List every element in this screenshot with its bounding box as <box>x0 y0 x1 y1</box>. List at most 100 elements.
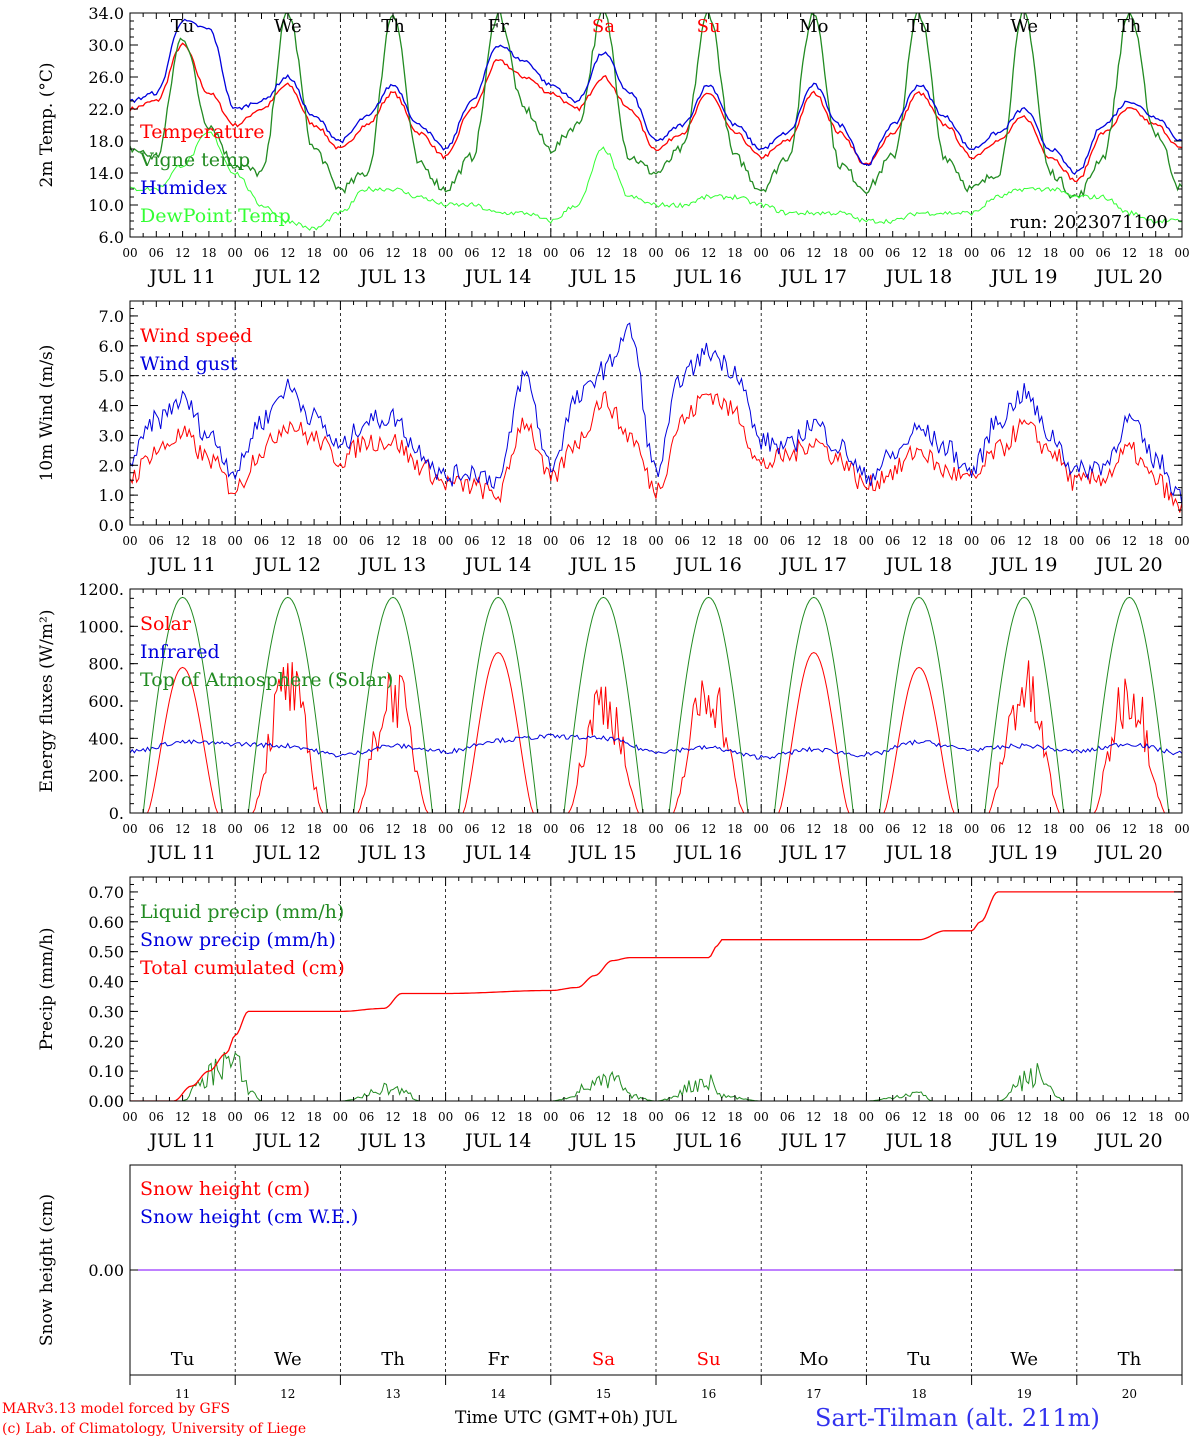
date-label: JUL 11 <box>147 554 215 576</box>
date-label: JUL 17 <box>779 554 847 576</box>
hour-tick-label: 06 <box>359 1110 374 1124</box>
hour-tick-label: 00 <box>859 534 874 548</box>
legend-entry: Infrared <box>140 641 220 663</box>
day-number-label: 20 <box>1122 1387 1137 1401</box>
hour-tick-label: 00 <box>1174 1110 1189 1124</box>
hour-tick-label: 12 <box>385 1110 400 1124</box>
hour-tick-label: 12 <box>280 1110 295 1124</box>
hour-tick-label: 18 <box>201 534 216 548</box>
hour-tick-label: 00 <box>228 534 243 548</box>
legend-entry: Solar <box>140 613 192 635</box>
hour-tick-label: 06 <box>780 246 795 260</box>
date-label: JUL 14 <box>463 554 531 576</box>
day-number-label: 19 <box>1017 1387 1032 1401</box>
y-tick-label: 7.0 <box>99 307 124 326</box>
hour-tick-label: 12 <box>175 1110 190 1124</box>
hour-tick-label: 00 <box>333 822 348 836</box>
date-label: JUL 18 <box>884 266 952 288</box>
hour-tick-label: 00 <box>964 822 979 836</box>
hour-tick-label: 18 <box>306 1110 321 1124</box>
date-label: JUL 15 <box>568 554 636 576</box>
hour-tick-label: 18 <box>412 1110 427 1124</box>
day-of-week-label: We <box>274 1349 302 1370</box>
hour-tick-label: 06 <box>254 246 269 260</box>
date-label: JUL 14 <box>463 266 531 288</box>
hour-tick-label: 12 <box>1017 246 1032 260</box>
day-number-label: 12 <box>280 1387 295 1401</box>
y-axis-label: Snow height (cm) <box>37 1194 57 1346</box>
panel-2: 0.0 1.0 2.0 3.0 4.0 5.0 6.0 7.0 10m Wind (m/s) 00… <box>37 300 1190 576</box>
hour-tick-label: 18 <box>412 246 427 260</box>
hour-tick-label: 12 <box>596 246 611 260</box>
panel-4: 0.00 0.10 0.20 0.30 0.40 0.50 0.60 0.70 Precip (… <box>37 876 1190 1152</box>
date-label: JUL 18 <box>884 842 952 864</box>
hour-tick-label: 06 <box>1095 534 1110 548</box>
date-label: JUL 20 <box>1094 1130 1162 1152</box>
hour-tick-label: 12 <box>491 246 506 260</box>
hour-tick-label: 12 <box>806 1110 821 1124</box>
hour-tick-label: 12 <box>491 1110 506 1124</box>
y-tick-label: 26.0 <box>88 68 124 87</box>
hour-tick-label: 18 <box>727 822 742 836</box>
date-label: JUL 13 <box>358 554 426 576</box>
day-of-week-label: Tu <box>907 1349 931 1370</box>
y-tick-label: 0.00 <box>88 1261 124 1280</box>
date-label: JUL 12 <box>253 554 321 576</box>
date-label: JUL 16 <box>673 1130 741 1152</box>
y-tick-label: 0.0 <box>99 516 124 535</box>
hour-tick-label: 12 <box>1017 822 1032 836</box>
y-tick-label: 34.0 <box>88 4 124 23</box>
hour-tick-label: 12 <box>1017 1110 1032 1124</box>
hour-tick-label: 00 <box>228 246 243 260</box>
hour-tick-label: 00 <box>122 534 137 548</box>
hour-tick-label: 18 <box>517 246 532 260</box>
hour-tick-label: 00 <box>754 246 769 260</box>
date-label: JUL 19 <box>989 842 1057 864</box>
hour-tick-label: 00 <box>859 1110 874 1124</box>
day-of-week-label: We <box>1010 1349 1038 1370</box>
hour-tick-label: 00 <box>754 534 769 548</box>
hour-tick-label: 12 <box>911 246 926 260</box>
hour-tick-label: 18 <box>517 534 532 548</box>
y-axis-label: 2m Temp. (°C) <box>37 62 57 187</box>
hour-tick-label: 06 <box>990 822 1005 836</box>
hour-tick-label: 06 <box>464 534 479 548</box>
hour-tick-label: 00 <box>859 246 874 260</box>
hour-tick-label: 00 <box>228 822 243 836</box>
plot-frame <box>129 12 1183 238</box>
day-of-week-label: We <box>274 16 302 37</box>
hour-tick-label: 00 <box>543 246 558 260</box>
y-tick-label: 0.50 <box>88 943 124 962</box>
hour-tick-label: 18 <box>727 534 742 548</box>
hour-tick-label: 18 <box>201 1110 216 1124</box>
legend-entry: Snow height (cm W.E.) <box>140 1206 358 1228</box>
hour-tick-label: 00 <box>122 822 137 836</box>
hour-tick-label: 00 <box>1174 534 1189 548</box>
hour-tick-label: 06 <box>254 534 269 548</box>
hour-tick-label: 06 <box>675 1110 690 1124</box>
hour-tick-label: 06 <box>254 1110 269 1124</box>
date-label: JUL 13 <box>358 842 426 864</box>
hour-tick-label: 12 <box>806 246 821 260</box>
day-of-week-label: Tu <box>171 16 195 37</box>
hour-tick-label: 12 <box>911 1110 926 1124</box>
day-of-week-label: Th <box>381 16 405 37</box>
day-of-week-label: Th <box>381 1349 405 1370</box>
y-tick-label: 6.0 <box>99 337 124 356</box>
hour-tick-label: 00 <box>648 246 663 260</box>
hour-tick-label: 12 <box>1122 246 1137 260</box>
date-label: JUL 20 <box>1094 554 1162 576</box>
hour-tick-label: 18 <box>938 534 953 548</box>
series-group <box>130 891 1182 1101</box>
hour-tick-label: 06 <box>464 246 479 260</box>
hour-tick-label: 06 <box>675 534 690 548</box>
x-axis-label: Time UTC (GMT+0h) JUL <box>455 1408 677 1428</box>
legend-entry: Top of Atmosphere (Solar) <box>140 669 393 691</box>
hour-tick-label: 18 <box>1148 246 1163 260</box>
hour-tick-label: 06 <box>569 246 584 260</box>
hour-tick-label: 18 <box>306 534 321 548</box>
series-group <box>130 596 1182 813</box>
series-line-vigne-temp <box>130 13 1182 199</box>
y-tick-label: 800. <box>88 655 124 674</box>
hour-tick-label: 18 <box>306 246 321 260</box>
